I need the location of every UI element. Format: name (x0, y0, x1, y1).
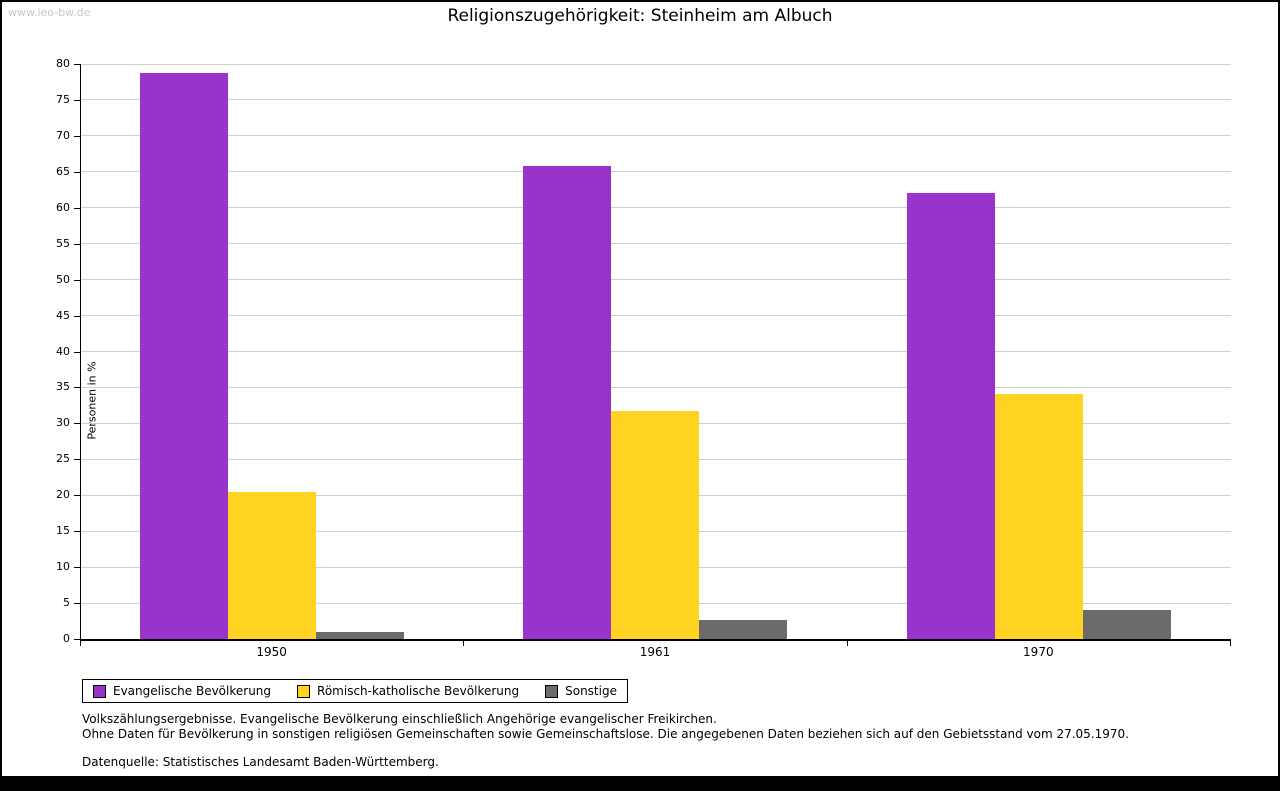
y-axis-tick (74, 459, 80, 461)
gridline (81, 99, 1231, 101)
footer-line-2: Ohne Daten für Bevölkerung in sonstigen … (82, 727, 1129, 741)
legend-item: Evangelische Bevölkerung (93, 684, 271, 698)
y-tick-label: 70 (56, 128, 70, 142)
plot-area: Personen in % (80, 63, 1231, 641)
x-category-label: 1950 (256, 645, 287, 659)
bar-r-misch-katholische-bev-lkerung (994, 393, 1083, 639)
bar-r-misch-katholische-bev-lkerung (228, 492, 316, 639)
y-tick-label: 5 (63, 596, 70, 610)
gridline (81, 351, 1231, 352)
legend-label: Römisch-katholische Bevölkerung (317, 684, 520, 698)
y-axis-tick (74, 351, 80, 353)
y-tick-label: 80 (56, 57, 70, 70)
y-tick-label: 60 (56, 200, 70, 214)
legend-label: Sonstige (565, 684, 617, 698)
gridline (81, 63, 1231, 65)
x-axis-tick (846, 641, 848, 646)
y-axis-tick (74, 567, 80, 569)
y-tick-label: 65 (56, 164, 70, 178)
bar-sonstige (1082, 610, 1171, 639)
y-axis-tick (74, 207, 80, 209)
y-axis-tick (74, 99, 80, 101)
gridline (81, 315, 1231, 317)
x-axis-tick (1230, 641, 1231, 646)
y-tick-label: 20 (56, 488, 70, 502)
y-axis-tick (74, 64, 80, 65)
gridline (81, 243, 1231, 245)
y-tick-label: 10 (56, 560, 70, 574)
bar-evangelische-bev-lkerung (140, 73, 228, 639)
legend-swatch-icon (545, 684, 559, 698)
y-tick-label: 15 (56, 524, 70, 538)
x-axis-tick (80, 641, 81, 646)
y-tick-label: 55 (56, 236, 70, 250)
y-axis-tick (74, 603, 80, 605)
bar-evangelische-bev-lkerung (906, 192, 995, 639)
x-category-label: 1961 (639, 645, 671, 659)
y-axis-tick (74, 135, 80, 137)
y-axis-tick (74, 639, 80, 640)
site-watermark: www.leo-bw.de (8, 6, 91, 19)
y-tick-label: 40 (56, 344, 70, 358)
y-axis-tick (74, 531, 80, 533)
y-axis-tick (74, 315, 80, 317)
y-axis-tick (74, 279, 80, 281)
legend-swatch-icon (297, 684, 311, 698)
y-axis-tick (74, 387, 80, 389)
footer-source: Datenquelle: Statistisches Landesamt Bad… (82, 755, 439, 769)
bar-sonstige (316, 631, 404, 639)
bar-evangelische-bev-lkerung (523, 166, 612, 639)
chart-title: Religionszugehörigkeit: Steinheim am Alb… (447, 6, 833, 26)
legend-item: Sonstige (545, 684, 617, 698)
legend: Evangelische Bevölkerung Römisch-katholis… (82, 679, 628, 703)
legend-label: Evangelische Bevölkerung (113, 684, 272, 698)
y-tick-label: 50 (56, 272, 70, 286)
y-tick-label: 0 (63, 632, 70, 645)
y-tick-label: 45 (56, 308, 70, 322)
gridline (81, 207, 1231, 209)
gridline (81, 386, 1231, 388)
gridline (81, 135, 1231, 137)
y-tick-label: 25 (56, 452, 70, 466)
y-axis-title: Personen in % (85, 361, 99, 440)
y-axis-tick (74, 171, 80, 173)
y-tick-label: 75 (56, 92, 70, 106)
gridline (81, 279, 1231, 281)
legend-item: Römisch-katholische Bevölkerung (297, 684, 519, 698)
y-tick-label: 35 (56, 380, 70, 394)
y-tick-label: 30 (56, 416, 70, 430)
y-axis-tick (74, 495, 80, 497)
footer-line-1: Volkszählungsergebnisse. Evangelische Be… (82, 712, 717, 726)
bar-sonstige (699, 620, 788, 639)
y-axis-tick (74, 243, 80, 245)
footer-notes: Volkszählungsergebnisse. Evangelische Be… (82, 712, 1248, 770)
legend-swatch-icon (93, 684, 106, 698)
x-category-label: 1970 (1023, 645, 1054, 659)
x-axis-tick (463, 641, 465, 646)
gridline (81, 171, 1231, 173)
bottom-border-bar (2, 776, 1278, 789)
y-axis-tick (74, 423, 80, 425)
bar-r-misch-katholische-bev-lkerung (611, 411, 700, 639)
